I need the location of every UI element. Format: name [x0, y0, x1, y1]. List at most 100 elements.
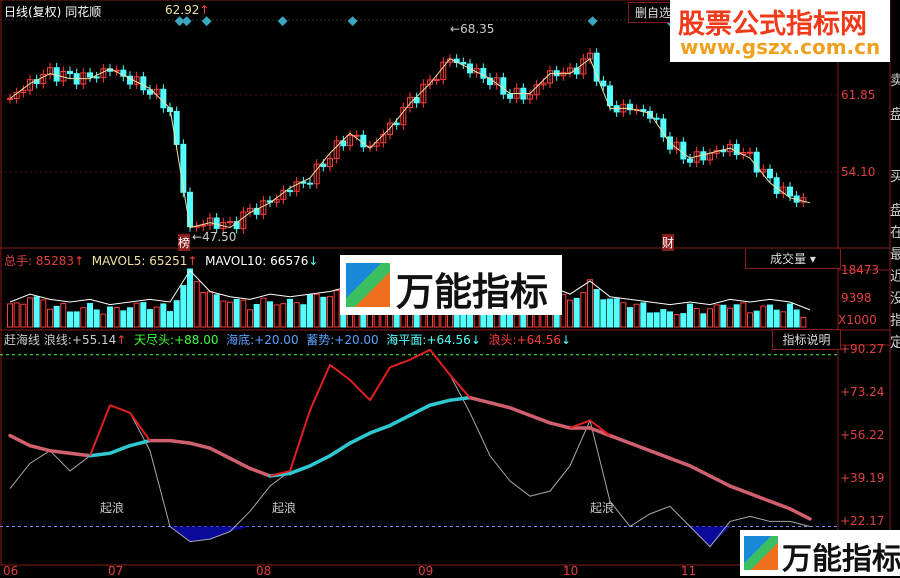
date-label: 08 — [256, 564, 272, 578]
volume-bar — [47, 308, 53, 328]
sea-level-line — [308, 454, 332, 468]
osc-axis-label: +90.27 — [840, 342, 885, 356]
rise-label: 起浪 — [100, 501, 125, 515]
volume-bar — [80, 307, 87, 328]
marker-bang[interactable]: 榜 — [178, 234, 191, 251]
candlestick — [153, 88, 160, 95]
candlestick — [647, 110, 653, 119]
wave-head-line — [89, 404, 111, 457]
volume-bar — [687, 303, 693, 328]
volume-bar — [293, 302, 300, 328]
candlestick — [767, 168, 773, 179]
ma-line — [9, 57, 811, 229]
volume-bar — [280, 303, 287, 328]
volume-bar — [660, 309, 667, 328]
volume-bar — [13, 302, 20, 328]
candlestick — [313, 163, 320, 185]
wave-head-line — [269, 469, 291, 477]
sea-level-line — [348, 431, 372, 445]
indicator-selector[interactable]: 成交量 ▾ — [745, 249, 841, 269]
candlestick — [353, 134, 360, 137]
candlestick — [680, 141, 687, 160]
candlestick — [40, 73, 47, 85]
side-panel: 卖盘 买盘 在最近没指定 — [890, 73, 900, 351]
volume-bar — [220, 300, 227, 328]
candlestick — [787, 186, 793, 197]
volume-bar — [653, 312, 660, 328]
volume-bar — [647, 312, 653, 328]
volume-bar — [180, 285, 187, 328]
wave-head-line — [389, 358, 411, 369]
candlestick — [720, 149, 727, 153]
candlestick — [187, 191, 193, 228]
volume-bar — [173, 300, 180, 328]
candlestick — [753, 151, 760, 173]
volume-bar — [193, 281, 200, 328]
sea-level-line — [428, 398, 452, 407]
volume-bar — [733, 304, 740, 328]
sea-level-line — [188, 441, 212, 450]
wave-head-line — [589, 419, 611, 437]
sea-level-line — [588, 426, 612, 438]
signal-diamond-icon — [181, 16, 192, 27]
volume-bar — [113, 307, 120, 328]
volume-bar — [607, 298, 613, 328]
volume-bar — [613, 298, 620, 328]
volume-bar — [187, 268, 193, 328]
volume-bar — [567, 299, 573, 328]
candlestick — [700, 151, 707, 161]
oscillator-legend: 赶海线 浪线:+55.14↑ 天尽头:+88.00 海底:+20.00 蓄势:+… — [4, 333, 572, 347]
sea-level-line — [108, 443, 132, 455]
volume-bar — [287, 298, 293, 328]
candlestick — [600, 80, 607, 87]
volume-bar — [300, 304, 307, 328]
volume-bar — [100, 313, 107, 328]
volume-bar — [140, 302, 147, 328]
delete-watchlist-button[interactable]: 删自选 — [628, 2, 679, 23]
wave-head-line — [129, 412, 151, 442]
sea-level-line — [388, 413, 412, 428]
indicator-help-button[interactable]: 指标说明 — [772, 329, 841, 350]
signal-diamond-icon — [347, 16, 358, 27]
candlestick — [800, 197, 807, 203]
volume-bar — [313, 293, 320, 328]
price-axis-label: 54.10 — [841, 165, 876, 179]
logo-icon — [744, 536, 778, 570]
volume-bar — [20, 303, 27, 328]
candlestick — [180, 143, 187, 193]
candlestick — [527, 94, 533, 100]
candlestick — [413, 97, 420, 104]
volume-bar — [247, 309, 253, 328]
wave-head-line — [569, 419, 591, 429]
candlestick — [47, 67, 53, 75]
candlestick — [727, 143, 733, 153]
sea-level-line — [68, 451, 92, 458]
candlestick — [67, 71, 73, 75]
volume-bar — [207, 291, 213, 328]
sea-level-line — [608, 433, 632, 445]
candlestick — [420, 83, 427, 104]
sea-level-line — [728, 484, 752, 496]
candlestick — [460, 62, 467, 65]
volume-bar — [267, 301, 273, 328]
candlestick — [393, 122, 400, 126]
volume-bar — [153, 306, 160, 328]
candlestick — [747, 151, 753, 154]
sea-level-line — [8, 433, 32, 448]
volume-bar — [120, 310, 127, 328]
volume-bar — [693, 308, 700, 328]
volume-bar — [740, 302, 747, 328]
volume-bar — [600, 299, 607, 328]
high-price-label: ←68.35 — [450, 22, 495, 36]
marker-cai[interactable]: 财 — [662, 234, 675, 251]
volume-bar — [747, 312, 753, 328]
volume-bar — [787, 303, 793, 328]
sea-level-line — [788, 507, 812, 521]
low-price-label: ←47.50 — [192, 230, 237, 244]
volume-bar — [107, 306, 113, 328]
candlestick — [733, 143, 740, 155]
candlestick — [500, 77, 507, 95]
date-label: 07 — [108, 564, 124, 578]
candlestick — [253, 207, 260, 215]
sea-level-line — [88, 451, 112, 458]
